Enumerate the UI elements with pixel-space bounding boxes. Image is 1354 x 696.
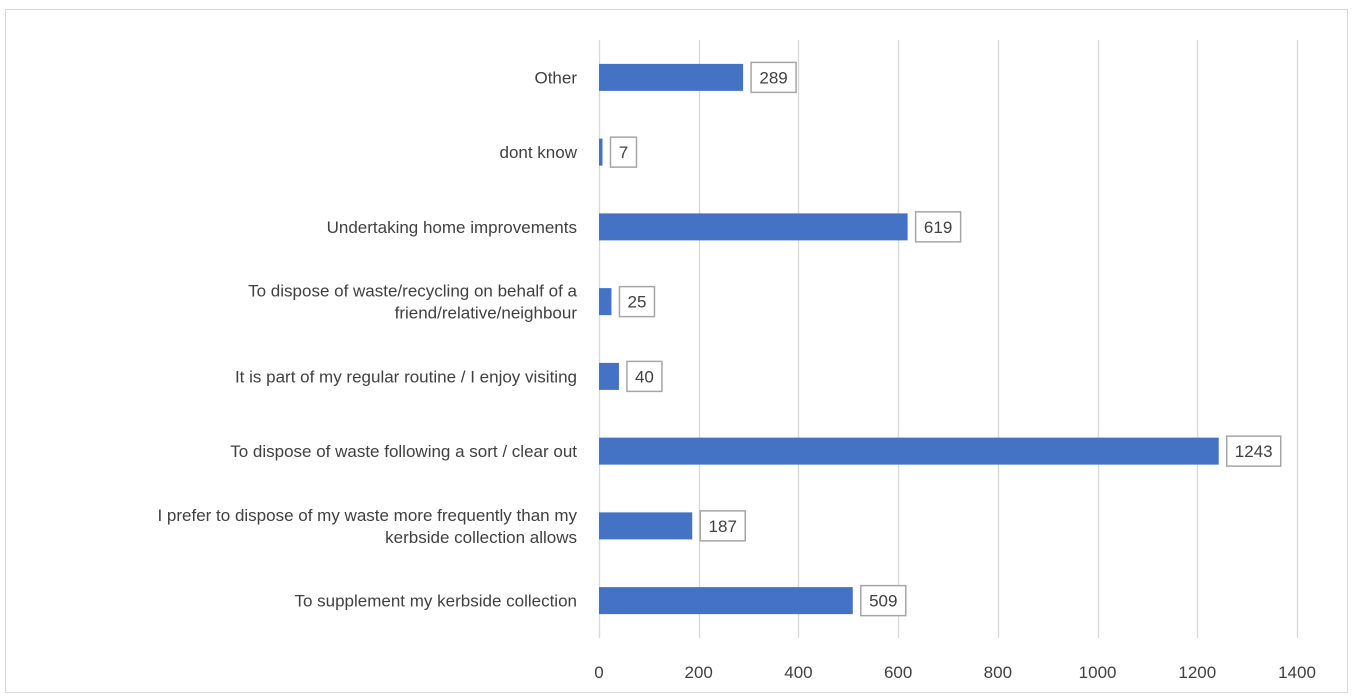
data-label: 619 <box>924 218 952 237</box>
category-label-line: dont know <box>500 143 578 162</box>
data-label: 289 <box>759 68 787 87</box>
x-tick-label: 200 <box>685 663 713 682</box>
category-label: To supplement my kerbside collection <box>294 592 577 611</box>
category-label: Other <box>534 68 577 87</box>
category-label-line: To dispose of waste/recycling on behalf … <box>248 282 577 301</box>
x-tick-label: 400 <box>784 663 812 682</box>
data-label-box <box>609 136 638 168</box>
bar <box>599 63 744 91</box>
x-axis-tick-labels: 0 200 400 600 800 1000 1200 1400 <box>594 663 1316 682</box>
category-label-line: friend/relative/neighbour <box>395 304 578 323</box>
bar <box>599 512 693 540</box>
bars <box>599 63 1219 615</box>
category-label-line: kerbside collection allows <box>385 528 577 547</box>
category-label: It is part of my regular routine / I enj… <box>235 367 577 386</box>
x-tick-label: 1200 <box>1178 663 1216 682</box>
bar <box>599 437 1219 465</box>
chart-frame <box>5 9 1348 693</box>
bar <box>599 362 619 390</box>
data-label: 187 <box>709 517 737 536</box>
category-label-line: Undertaking home improvements <box>327 218 577 237</box>
category-label: I prefer to dispose of my waste more fre… <box>157 506 577 547</box>
data-label-box <box>860 584 907 617</box>
data-label-box <box>699 510 746 542</box>
data-label-box <box>626 360 663 393</box>
data-label-box <box>750 61 797 94</box>
bar <box>599 138 603 166</box>
category-label-line: To dispose of waste following a sort / c… <box>230 442 577 461</box>
category-label-line: Other <box>534 68 577 87</box>
data-label: 509 <box>869 592 897 611</box>
bar <box>599 288 612 316</box>
category-label-line: It is part of my regular routine / I enj… <box>235 367 577 386</box>
x-tick-label: 600 <box>884 663 912 682</box>
data-labels: 289 7 619 25 40 1243 187 509 <box>609 61 1282 617</box>
x-tick-label: 800 <box>984 663 1012 682</box>
category-label-line: I prefer to dispose of my waste more fre… <box>157 506 577 525</box>
x-tick-label: 1400 <box>1278 663 1316 682</box>
gridlines <box>598 40 1299 638</box>
data-label: 25 <box>628 293 647 312</box>
data-label-box <box>618 285 656 318</box>
x-tick-label: 1000 <box>1079 663 1117 682</box>
bar <box>599 587 853 615</box>
data-label-box <box>914 211 962 243</box>
category-label: To dispose of waste following a sort / c… <box>230 442 577 461</box>
data-label: 7 <box>619 143 628 162</box>
category-label: Undertaking home improvements <box>327 218 577 237</box>
data-label: 40 <box>635 367 654 386</box>
data-label: 1243 <box>1235 442 1273 461</box>
bar <box>599 213 908 241</box>
data-label-box <box>1225 435 1282 467</box>
category-labels: Other dont know Undertaking home improveme… <box>157 68 577 610</box>
category-label: To dispose of waste/recycling on behalf … <box>248 282 577 323</box>
category-label: dont know <box>500 143 578 162</box>
x-tick-label: 0 <box>594 663 603 682</box>
category-label-line: To supplement my kerbside collection <box>294 592 577 611</box>
